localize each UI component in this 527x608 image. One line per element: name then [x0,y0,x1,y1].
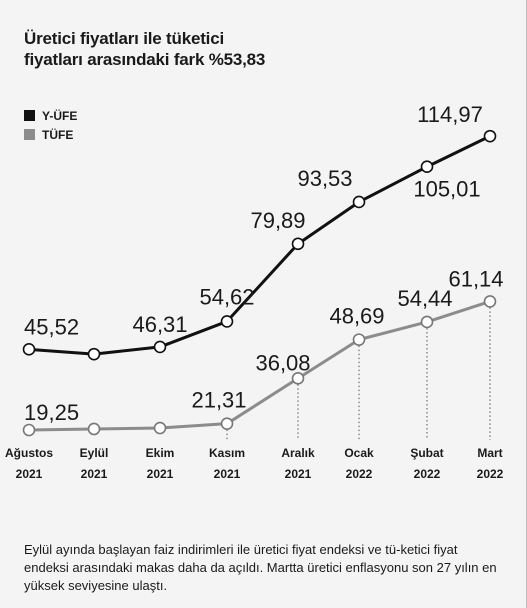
data-point-tufe [420,315,434,329]
data-point-yufe [153,340,167,354]
line-chart: 45,52 46,31 54,62 79,89 93,53 105,01 114,97 19,… [5,102,504,481]
data-label: 61,14 [448,266,503,291]
legend-label-tufe: TÜFE [42,127,74,142]
data-label: 21,31 [191,388,246,413]
x-tick-label: Mart [477,446,502,460]
x-tick-label: Kasım [209,446,245,460]
x-tick-label: 2022 [477,467,504,481]
legend-label-yufe: Y-ÜFE [42,108,78,123]
data-label: 46,31 [132,312,187,337]
legend-swatch-tufe [24,129,35,140]
x-tick-label: Ocak [344,446,374,460]
legend-swatch-yufe [24,110,35,121]
x-tick-label: Ekim [146,446,175,460]
series-line-yufe [28,134,491,356]
x-tick-label: Şubat [410,446,443,460]
chart-caption: Eylül ayında başlayan faiz indirimleri i… [24,542,497,593]
data-point-yufe [291,237,305,251]
data-point-tufe [22,423,36,437]
x-tick-label: Eylül [80,446,109,460]
legend-item-yufe: Y-ÜFE [24,106,77,125]
data-label: 105,01 [413,177,480,202]
x-tick-label: 2022 [414,467,441,481]
data-point-tufe [153,421,167,435]
x-tick-label: 2021 [81,467,108,481]
data-point-tufe [291,372,305,385]
data-label: 48,69 [329,304,384,329]
data-label: 79,89 [250,208,305,233]
data-label: 54,62 [199,284,254,309]
data-point-tufe [220,417,234,430]
data-point-tufe [87,422,101,436]
data-label: 93,53 [297,166,352,191]
x-tick-label: 2022 [346,467,373,481]
x-tick-label: 2021 [147,467,174,481]
data-point-tufe [352,333,366,346]
x-tick-label: 2021 [214,467,241,481]
data-point-yufe [483,129,497,143]
data-point-yufe [87,347,101,361]
data-point-yufe [22,343,36,356]
data-label: 45,52 [24,314,79,339]
data-label: 36,08 [255,350,310,375]
x-tick-label: Ağustos [5,446,53,460]
data-label: 114,97 [417,102,483,127]
legend-item-tufe: TÜFE [24,125,77,144]
data-point-yufe [420,160,434,174]
x-tick-label: 2021 [285,467,312,481]
data-label: 19,25 [24,400,79,425]
data-point-yufe [352,195,366,209]
series-line-tufe [28,299,491,432]
x-tick-label: Aralık [281,446,315,460]
chart-legend: Y-ÜFE TÜFE [24,106,77,144]
data-point-tufe [483,295,497,308]
data-label: 54,44 [397,286,452,311]
x-tick-label: 2021 [16,467,43,481]
chart-title: Üretici fiyatları ile tüketici fiyatları… [24,29,266,69]
data-point-yufe [220,315,234,328]
